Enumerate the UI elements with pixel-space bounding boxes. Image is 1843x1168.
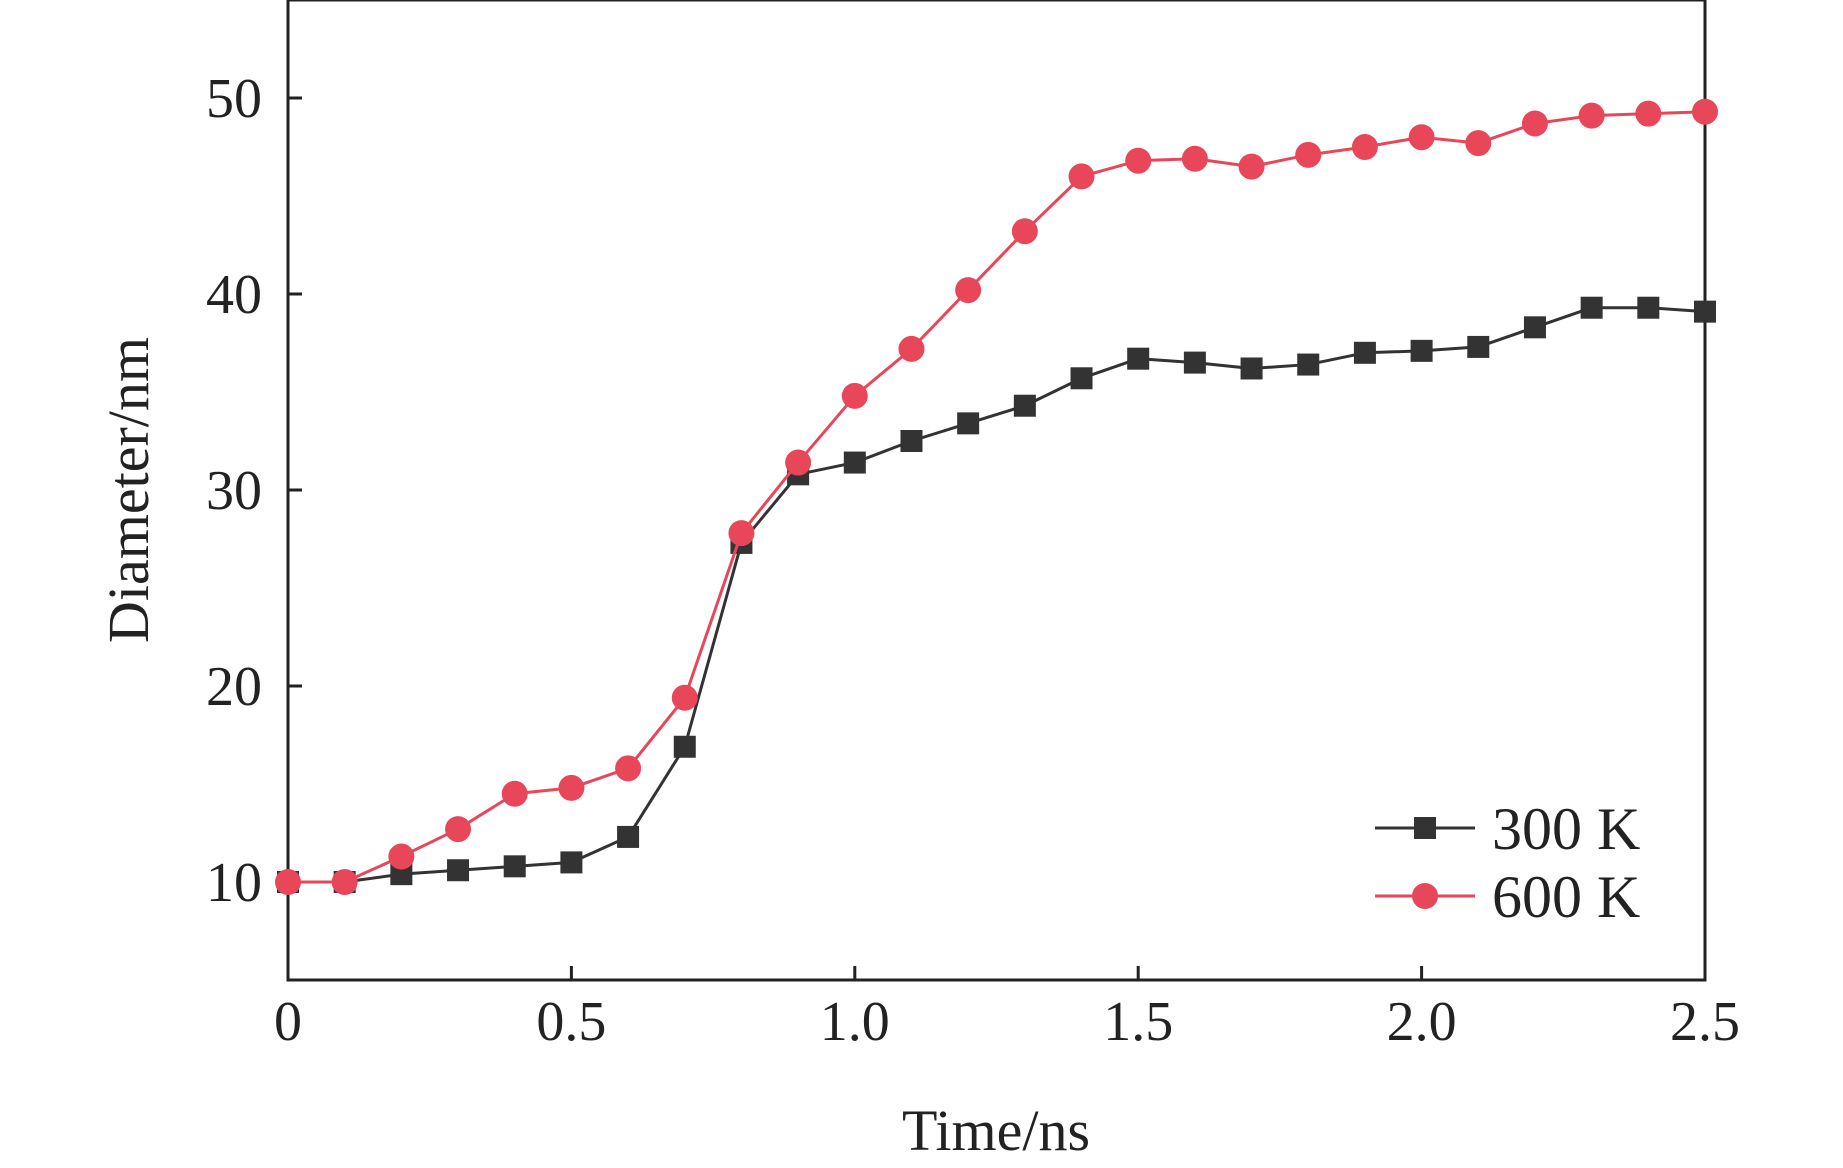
data-point-600-k xyxy=(1408,124,1435,151)
data-point-300-k xyxy=(1127,347,1150,370)
data-point-300-k xyxy=(503,855,526,878)
data-point-300-k xyxy=(447,859,470,882)
data-point-600-k xyxy=(785,449,812,476)
series-600-k xyxy=(275,98,1718,895)
data-point-600-k xyxy=(1635,100,1662,127)
data-point-600-k xyxy=(1465,130,1492,157)
data-point-600-k xyxy=(501,780,528,807)
y-tick-label: 40 xyxy=(206,264,262,326)
data-point-300-k xyxy=(1070,367,1093,390)
data-point-300-k xyxy=(1353,341,1376,364)
series-layer xyxy=(275,98,1718,895)
data-point-300-k xyxy=(1183,351,1206,374)
data-point-300-k xyxy=(1637,296,1660,319)
x-axis-ticks: 0 0.5 1.0 1.5 2.0 2.5 xyxy=(274,966,1740,1053)
x-tick-label: 2.5 xyxy=(1670,991,1740,1053)
y-tick-label: 50 xyxy=(206,68,262,130)
data-point-300-k xyxy=(957,412,980,435)
x-tick-label: 1.5 xyxy=(1103,991,1173,1053)
data-point-600-k xyxy=(898,335,925,362)
data-point-600-k xyxy=(1125,147,1152,174)
x-axis-title: Time/ns xyxy=(902,1098,1090,1163)
data-point-600-k xyxy=(1238,153,1265,180)
data-point-300-k xyxy=(1410,339,1433,362)
legend-item-600-k: 600 K xyxy=(1375,864,1640,930)
data-point-600-k xyxy=(615,755,642,782)
data-point-600-k xyxy=(1295,141,1322,168)
data-point-600-k xyxy=(1181,145,1208,172)
legend-item-300-k: 300 K xyxy=(1375,796,1640,862)
data-point-300-k xyxy=(560,851,583,874)
data-point-600-k xyxy=(671,684,698,711)
x-tick-label: 0.5 xyxy=(536,991,606,1053)
data-point-300-k xyxy=(1240,357,1263,380)
data-point-600-k xyxy=(1351,134,1378,160)
data-point-legend xyxy=(1412,883,1438,909)
series-line-600-k xyxy=(288,110,1706,884)
data-point-600-k xyxy=(558,774,585,801)
data-point-300-k xyxy=(673,735,696,758)
data-point-600-k xyxy=(1692,98,1718,125)
legend-label: 300 K xyxy=(1492,796,1640,862)
data-point-600-k xyxy=(1011,218,1038,245)
data-point-legend xyxy=(1414,817,1436,839)
data-point-300-k xyxy=(1523,316,1546,339)
y-axis-title: Diameter/nm xyxy=(96,337,161,643)
data-point-300-k xyxy=(1013,394,1036,417)
x-tick-label: 0 xyxy=(274,991,302,1053)
data-point-600-k xyxy=(388,843,415,870)
data-point-300-k xyxy=(1580,296,1603,319)
data-point-600-k xyxy=(331,869,358,895)
x-tick-label: 1.0 xyxy=(820,991,890,1053)
y-tick-label: 10 xyxy=(206,852,262,914)
data-point-300-k xyxy=(1297,353,1320,376)
data-point-600-k xyxy=(1068,163,1095,190)
data-point-600-k xyxy=(445,816,472,843)
data-point-300-k xyxy=(900,430,923,452)
data-point-300-k xyxy=(390,863,413,886)
y-tick-label: 20 xyxy=(206,656,262,718)
legend-label: 600 K xyxy=(1492,864,1640,930)
y-axis-ticks: 10 20 30 40 50 xyxy=(206,68,302,914)
data-point-300-k xyxy=(617,825,640,848)
data-point-600-k xyxy=(841,382,868,409)
data-point-600-k xyxy=(955,277,982,304)
data-point-300-k xyxy=(843,451,866,474)
data-point-600-k xyxy=(275,869,301,895)
data-point-600-k xyxy=(1521,110,1548,137)
data-point-600-k xyxy=(728,520,755,547)
data-point-600-k xyxy=(1578,102,1605,129)
data-point-300-k xyxy=(1467,335,1490,358)
x-tick-label: 2.0 xyxy=(1387,991,1457,1053)
data-point-300-k xyxy=(1694,300,1716,323)
y-tick-label: 30 xyxy=(206,460,262,522)
